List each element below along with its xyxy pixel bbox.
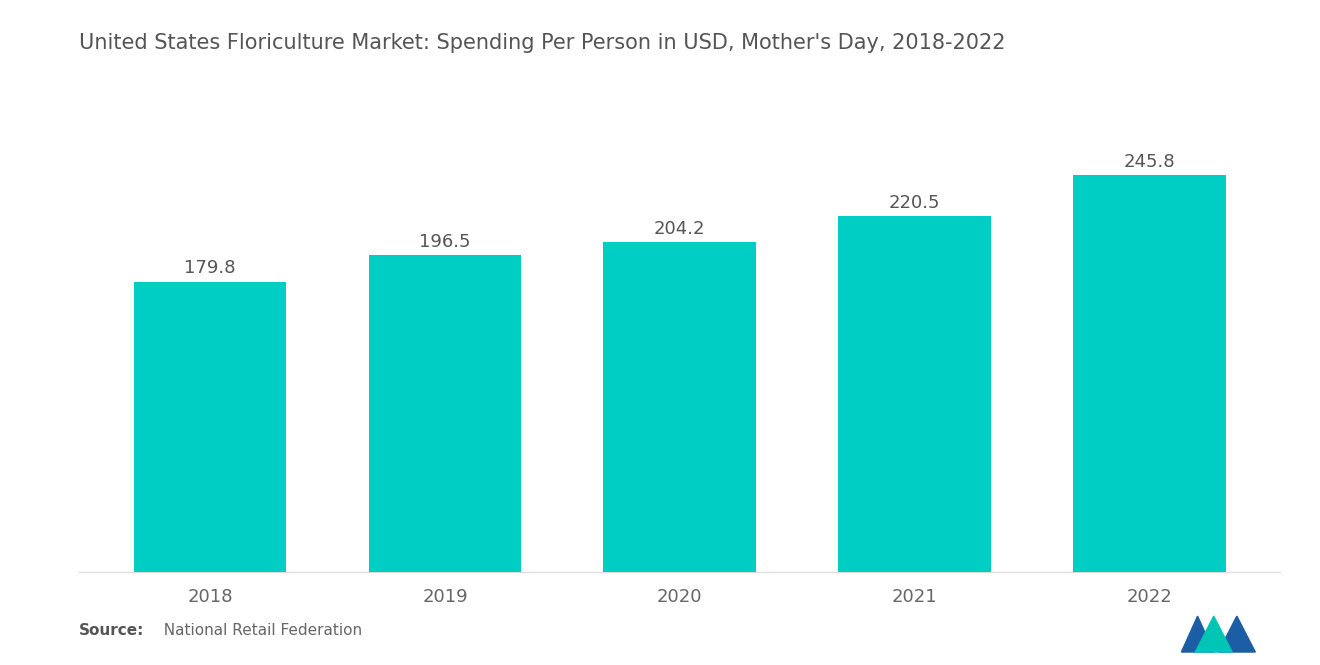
Text: 179.8: 179.8 <box>185 259 236 277</box>
Bar <box>838 215 991 572</box>
Polygon shape <box>1218 616 1255 652</box>
Bar <box>603 242 756 572</box>
Polygon shape <box>1196 616 1233 652</box>
Text: 204.2: 204.2 <box>653 220 706 238</box>
Text: National Retail Federation: National Retail Federation <box>154 623 363 638</box>
Text: 220.5: 220.5 <box>888 194 940 211</box>
Bar <box>368 255 521 572</box>
Text: Source:: Source: <box>79 623 145 638</box>
Text: United States Floriculture Market: Spending Per Person in USD, Mother's Day, 201: United States Floriculture Market: Spend… <box>79 33 1006 53</box>
Polygon shape <box>1181 616 1214 652</box>
Bar <box>1073 175 1226 572</box>
Bar <box>133 281 286 572</box>
Text: 196.5: 196.5 <box>420 233 471 251</box>
Text: 245.8: 245.8 <box>1123 153 1175 171</box>
